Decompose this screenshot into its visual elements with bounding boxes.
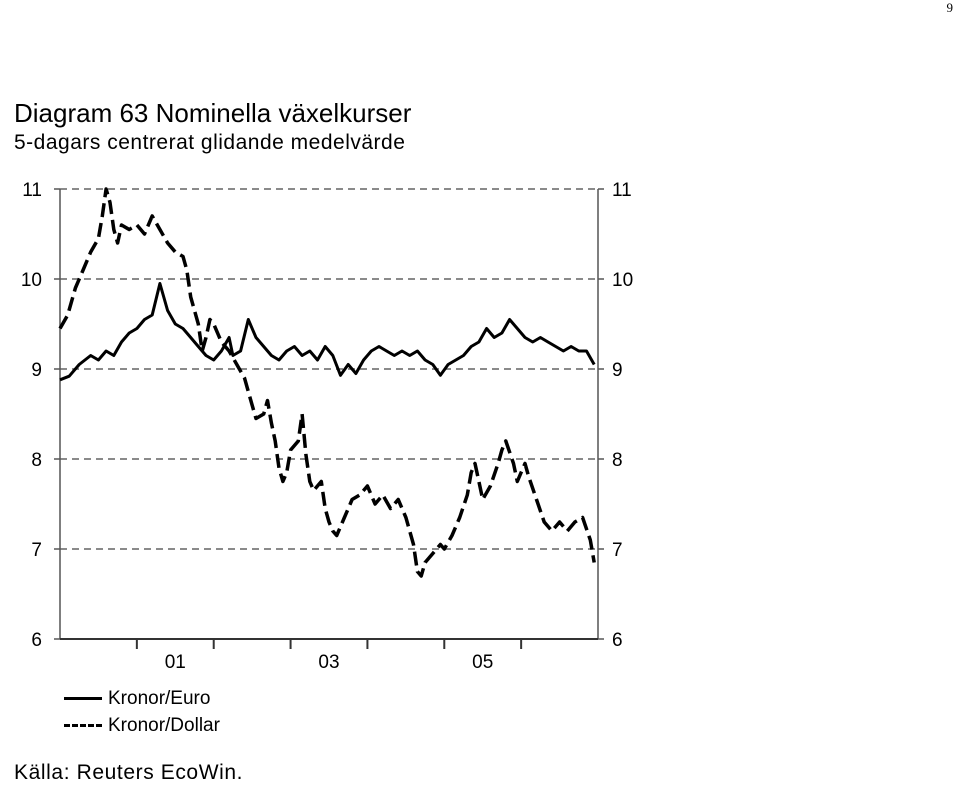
x-tick-label-01: 01 [165, 652, 186, 673]
y-tick-label-right: 10 [612, 270, 633, 291]
y-tick-label-left: 8 [31, 450, 42, 471]
chart-subtitle: 5-dagars centrerat glidande medelvärde [14, 131, 406, 154]
chart-title: Diagram 63 Nominella växelkurser [14, 98, 412, 128]
x-tick-label-03: 03 [318, 652, 339, 673]
legend-item-dollar: Kronor/Dollar [64, 712, 220, 739]
y-tick-label-right: 9 [612, 360, 623, 381]
y-tick-label-right: 6 [612, 630, 623, 651]
legend-label-dollar: Kronor/Dollar [108, 715, 220, 736]
chart-source: Källa: Reuters EcoWin. [14, 761, 244, 784]
y-tick-label-left: 6 [31, 630, 42, 651]
y-tick-label-left: 7 [31, 540, 42, 561]
y-tick-label-right: 11 [612, 180, 632, 201]
line-chart: 6 6 7 7 8 8 9 9 10 10 11 11 01 03 05 [21, 180, 633, 673]
y-tick-label-left: 10 [21, 270, 42, 291]
y-tick-label-right: 8 [612, 450, 623, 471]
legend-swatch-solid [64, 697, 102, 700]
legend-label-euro: Kronor/Euro [108, 688, 211, 709]
y-tick-label-left: 9 [31, 360, 42, 381]
series-line-kronor-euro [59, 282, 596, 382]
chart-figure: 6 6 7 7 8 8 9 9 10 10 11 11 01 03 05 Diagram 63 Nomine… [0, 88, 658, 802]
series-line-kronor-dollar [58, 187, 596, 578]
page-number: 9 [946, 0, 954, 15]
y-tick-label-left: 11 [22, 180, 42, 201]
chart-legend: Kronor/Euro Kronor/Dollar [64, 685, 220, 739]
y-tick-label-right: 7 [612, 540, 623, 561]
legend-swatch-dashed [64, 724, 102, 727]
legend-item-euro: Kronor/Euro [64, 685, 220, 712]
x-tick-label-05: 05 [472, 652, 493, 673]
